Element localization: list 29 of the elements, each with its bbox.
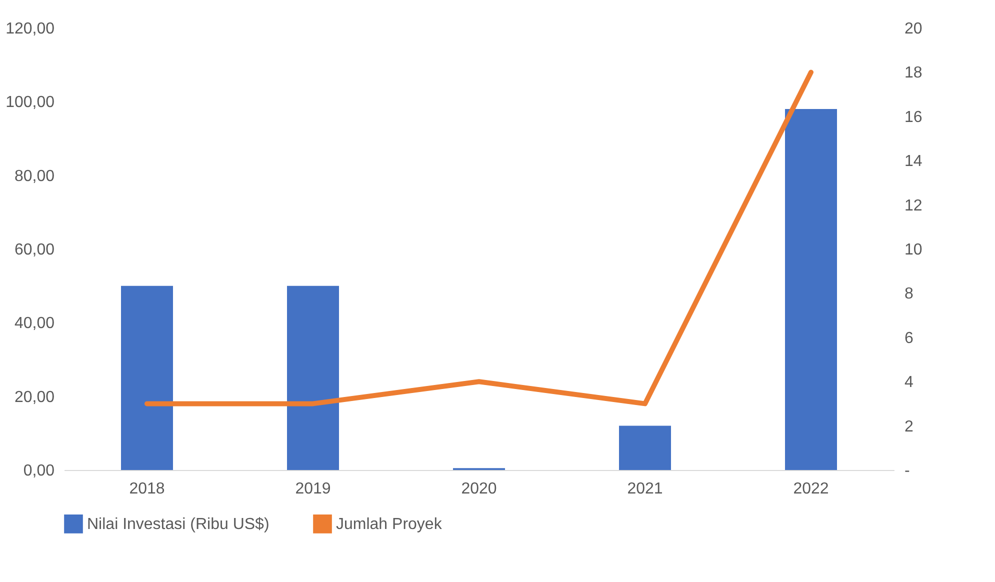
x-tick-label: 2019 <box>295 480 331 498</box>
x-tick-label: 2020 <box>461 480 497 498</box>
y2-tick-label: 14 <box>904 153 922 170</box>
y2-tick-label: 8 <box>904 286 914 303</box>
y-tick-label: 0,00 <box>23 462 55 480</box>
y2-tick-label: 20 <box>904 20 922 38</box>
bar <box>785 109 837 470</box>
y2-tick-label: 6 <box>904 330 914 347</box>
bar <box>287 286 339 470</box>
x-tick-label: 2018 <box>129 480 165 498</box>
y2-tick-label: - <box>904 462 910 480</box>
y2-tick-label: 16 <box>904 108 922 126</box>
legend-label: Jumlah Proyek <box>336 516 443 533</box>
x-tick-label: 2022 <box>793 480 829 498</box>
y2-tick-label: 10 <box>904 242 922 258</box>
y-tick-label: 120,00 <box>6 20 55 38</box>
y2-tick-label: 4 <box>904 374 914 392</box>
bar <box>121 286 173 470</box>
bar <box>619 426 671 470</box>
y-tick-label: 20,00 <box>14 388 55 406</box>
y2-tick-label: 12 <box>904 197 922 214</box>
legend-label: Nilai Investasi (Ribu US$) <box>87 516 270 533</box>
y2-tick-label: 18 <box>904 64 922 82</box>
y-tick-label: 80,00 <box>14 168 55 185</box>
x-tick-label: 2021 <box>627 480 663 498</box>
y-tick-label: 60,00 <box>14 242 55 258</box>
y-tick-label: 100,00 <box>6 94 55 112</box>
y-tick-label: 40,00 <box>14 315 55 332</box>
y2-tick-label: 2 <box>904 418 914 436</box>
